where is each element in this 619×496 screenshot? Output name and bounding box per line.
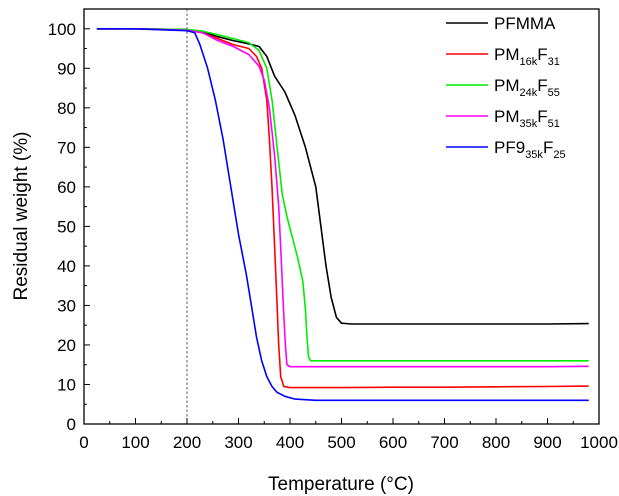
y-tick-label-5: 50	[57, 217, 76, 236]
y-tick-label-6: 60	[57, 178, 76, 197]
legend-label-0: PFMMA	[494, 14, 556, 33]
x-tick-label-8: 800	[482, 433, 510, 452]
legend-label-4: PF935kF25	[494, 138, 566, 161]
x-tick-label-10: 1000	[580, 433, 618, 452]
series-line-0	[96, 28, 589, 325]
legend-label-2: PM24kF55	[494, 76, 560, 99]
x-tick-label-5: 500	[327, 433, 355, 452]
x-tick-label-0: 0	[79, 433, 88, 452]
series-line-1	[96, 28, 589, 389]
x-axis-title: Temperature (°C)	[268, 474, 414, 495]
x-tick-label-9: 900	[533, 433, 561, 452]
y-tick-label-10: 100	[48, 20, 76, 39]
series-layer	[96, 28, 589, 402]
y-tick-label-7: 70	[57, 138, 76, 157]
y-tick-label-9: 90	[57, 59, 76, 78]
legend-label-1: PM16kF31	[494, 45, 560, 68]
y-axis-title: Residual weight (%)	[11, 132, 32, 301]
legend-label-3: PM35kF51	[494, 107, 560, 130]
plot-frame	[83, 8, 600, 425]
legend: PFMMA PM16kF31 PM24kF55 PM35kF51 PF935kF25	[446, 14, 566, 161]
y-tick-label-4: 40	[57, 257, 76, 276]
x-tick-label-2: 200	[173, 433, 201, 452]
series-line-2	[96, 28, 589, 362]
x-tick-label-1: 100	[121, 433, 149, 452]
y-tick-label-8: 80	[57, 99, 76, 118]
y-tick-label-0: 0	[67, 415, 76, 434]
x-tick-label-4: 400	[276, 433, 304, 452]
tick-layer: 0 100 200 300 400 500 600 700 800 900 1000 0 10 20 30 4…	[48, 20, 618, 452]
x-tick-label-3: 300	[224, 433, 252, 452]
series-line-3	[96, 28, 589, 368]
y-tick-label-3: 30	[57, 296, 76, 315]
x-tick-label-6: 600	[379, 433, 407, 452]
y-tick-label-1: 10	[57, 375, 76, 394]
y-tick-label-2: 20	[57, 336, 76, 355]
series-line-4	[96, 28, 589, 402]
x-tick-label-7: 700	[430, 433, 458, 452]
